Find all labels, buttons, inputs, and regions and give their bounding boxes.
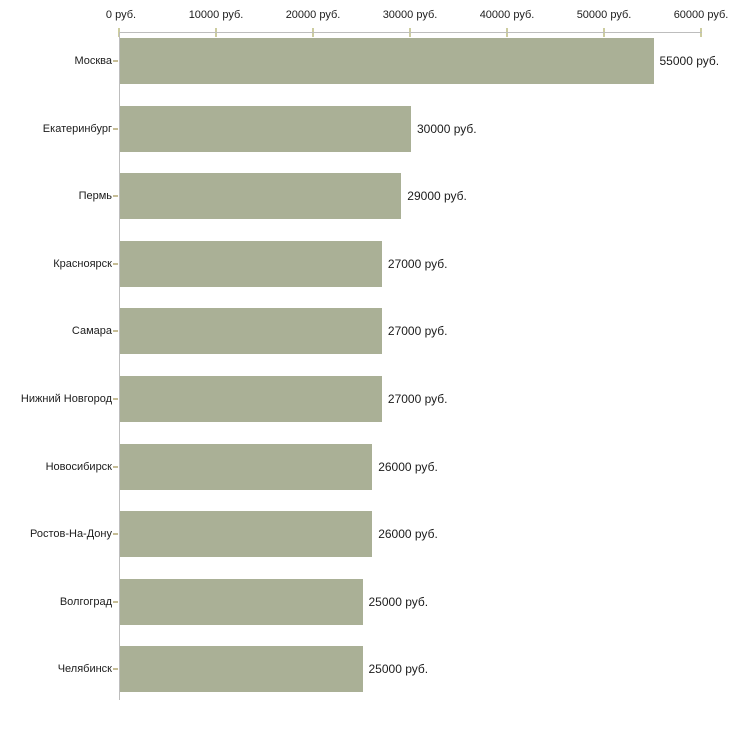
x-axis-tick-label: 20000 руб. [285, 9, 341, 21]
bar-value-label: 26000 руб. [378, 459, 438, 474]
category-label: Красноярск [53, 257, 112, 270]
category-label: Пермь [78, 190, 112, 203]
x-axis-tick-label: 40000 руб. [479, 9, 535, 21]
y-axis-tick-mark [113, 533, 118, 536]
bar [120, 105, 411, 152]
category-label: Екатеринбург [42, 122, 112, 135]
bar-row: Волгоград 25000 руб. [0, 574, 730, 642]
x-axis-tick-label: 0 руб. [105, 9, 137, 21]
y-axis-tick-mark [113, 127, 118, 130]
bar-value-label: 26000 руб. [378, 527, 438, 542]
y-axis-line [119, 32, 120, 700]
x-axis-tick-label: 10000 руб. [188, 9, 244, 21]
bar-row: Нижний Новгород 27000 руб. [0, 371, 730, 439]
category-label: Ростов-На-Дону [29, 528, 112, 541]
bar-value-label: 27000 руб. [387, 256, 448, 271]
category-label: Самара [71, 325, 112, 338]
bar [120, 173, 402, 220]
bar-value-label: 27000 руб. [387, 324, 448, 339]
bar-row: Самара 27000 руб. [0, 303, 730, 371]
bar [120, 38, 654, 84]
y-axis-tick-mark [113, 397, 118, 400]
bar-value-label: 29000 руб. [407, 189, 467, 204]
category-label: Москва [74, 55, 112, 67]
bar [120, 308, 382, 355]
bar-row: Красноярск 27000 руб. [0, 236, 730, 304]
bar [120, 578, 363, 625]
bar-row: Новосибирск 26000 руб. [0, 439, 730, 507]
x-axis-tick-label: 30000 руб. [382, 9, 438, 21]
bar [120, 443, 373, 490]
bar-row: Екатеринбург 30000 руб. [0, 101, 730, 169]
x-axis-tick-label: 50000 руб. [576, 9, 632, 21]
x-axis-line [119, 32, 702, 33]
y-axis-tick-mark [113, 330, 118, 333]
bar-row: Пермь 29000 руб. [0, 168, 730, 236]
bar-row: Москва 55000 руб. [0, 33, 730, 101]
x-axis-tick-label: 60000 руб. [673, 9, 729, 21]
bar [120, 240, 382, 287]
bar-value-label: 30000 руб. [417, 121, 477, 136]
bar [120, 646, 363, 693]
y-axis-tick-mark [113, 465, 118, 468]
category-label: Нижний Новгород [20, 392, 112, 405]
y-axis-tick-mark [113, 600, 118, 603]
bar-value-label: 27000 руб. [387, 391, 448, 406]
y-axis-tick-mark [113, 60, 118, 62]
y-axis-tick-mark [113, 195, 118, 198]
category-label: Волгоград [59, 595, 112, 608]
bar-value-label: 55000 руб. [659, 54, 720, 68]
bar [120, 511, 373, 558]
bar-value-label: 25000 руб. [368, 594, 429, 609]
category-label: Челябинск [57, 663, 112, 676]
bar-value-label: 25000 руб. [368, 662, 429, 677]
y-axis-tick-mark [113, 668, 118, 671]
bar-rows: Москва 55000 руб. Екатеринбург 30000 руб… [0, 33, 730, 709]
bar-row: Челябинск 25000 руб. [0, 641, 730, 709]
y-axis-tick-mark [113, 262, 118, 265]
category-label: Новосибирск [45, 460, 112, 473]
bar [120, 375, 382, 422]
bar-row: Ростов-На-Дону 26000 руб. [0, 506, 730, 574]
